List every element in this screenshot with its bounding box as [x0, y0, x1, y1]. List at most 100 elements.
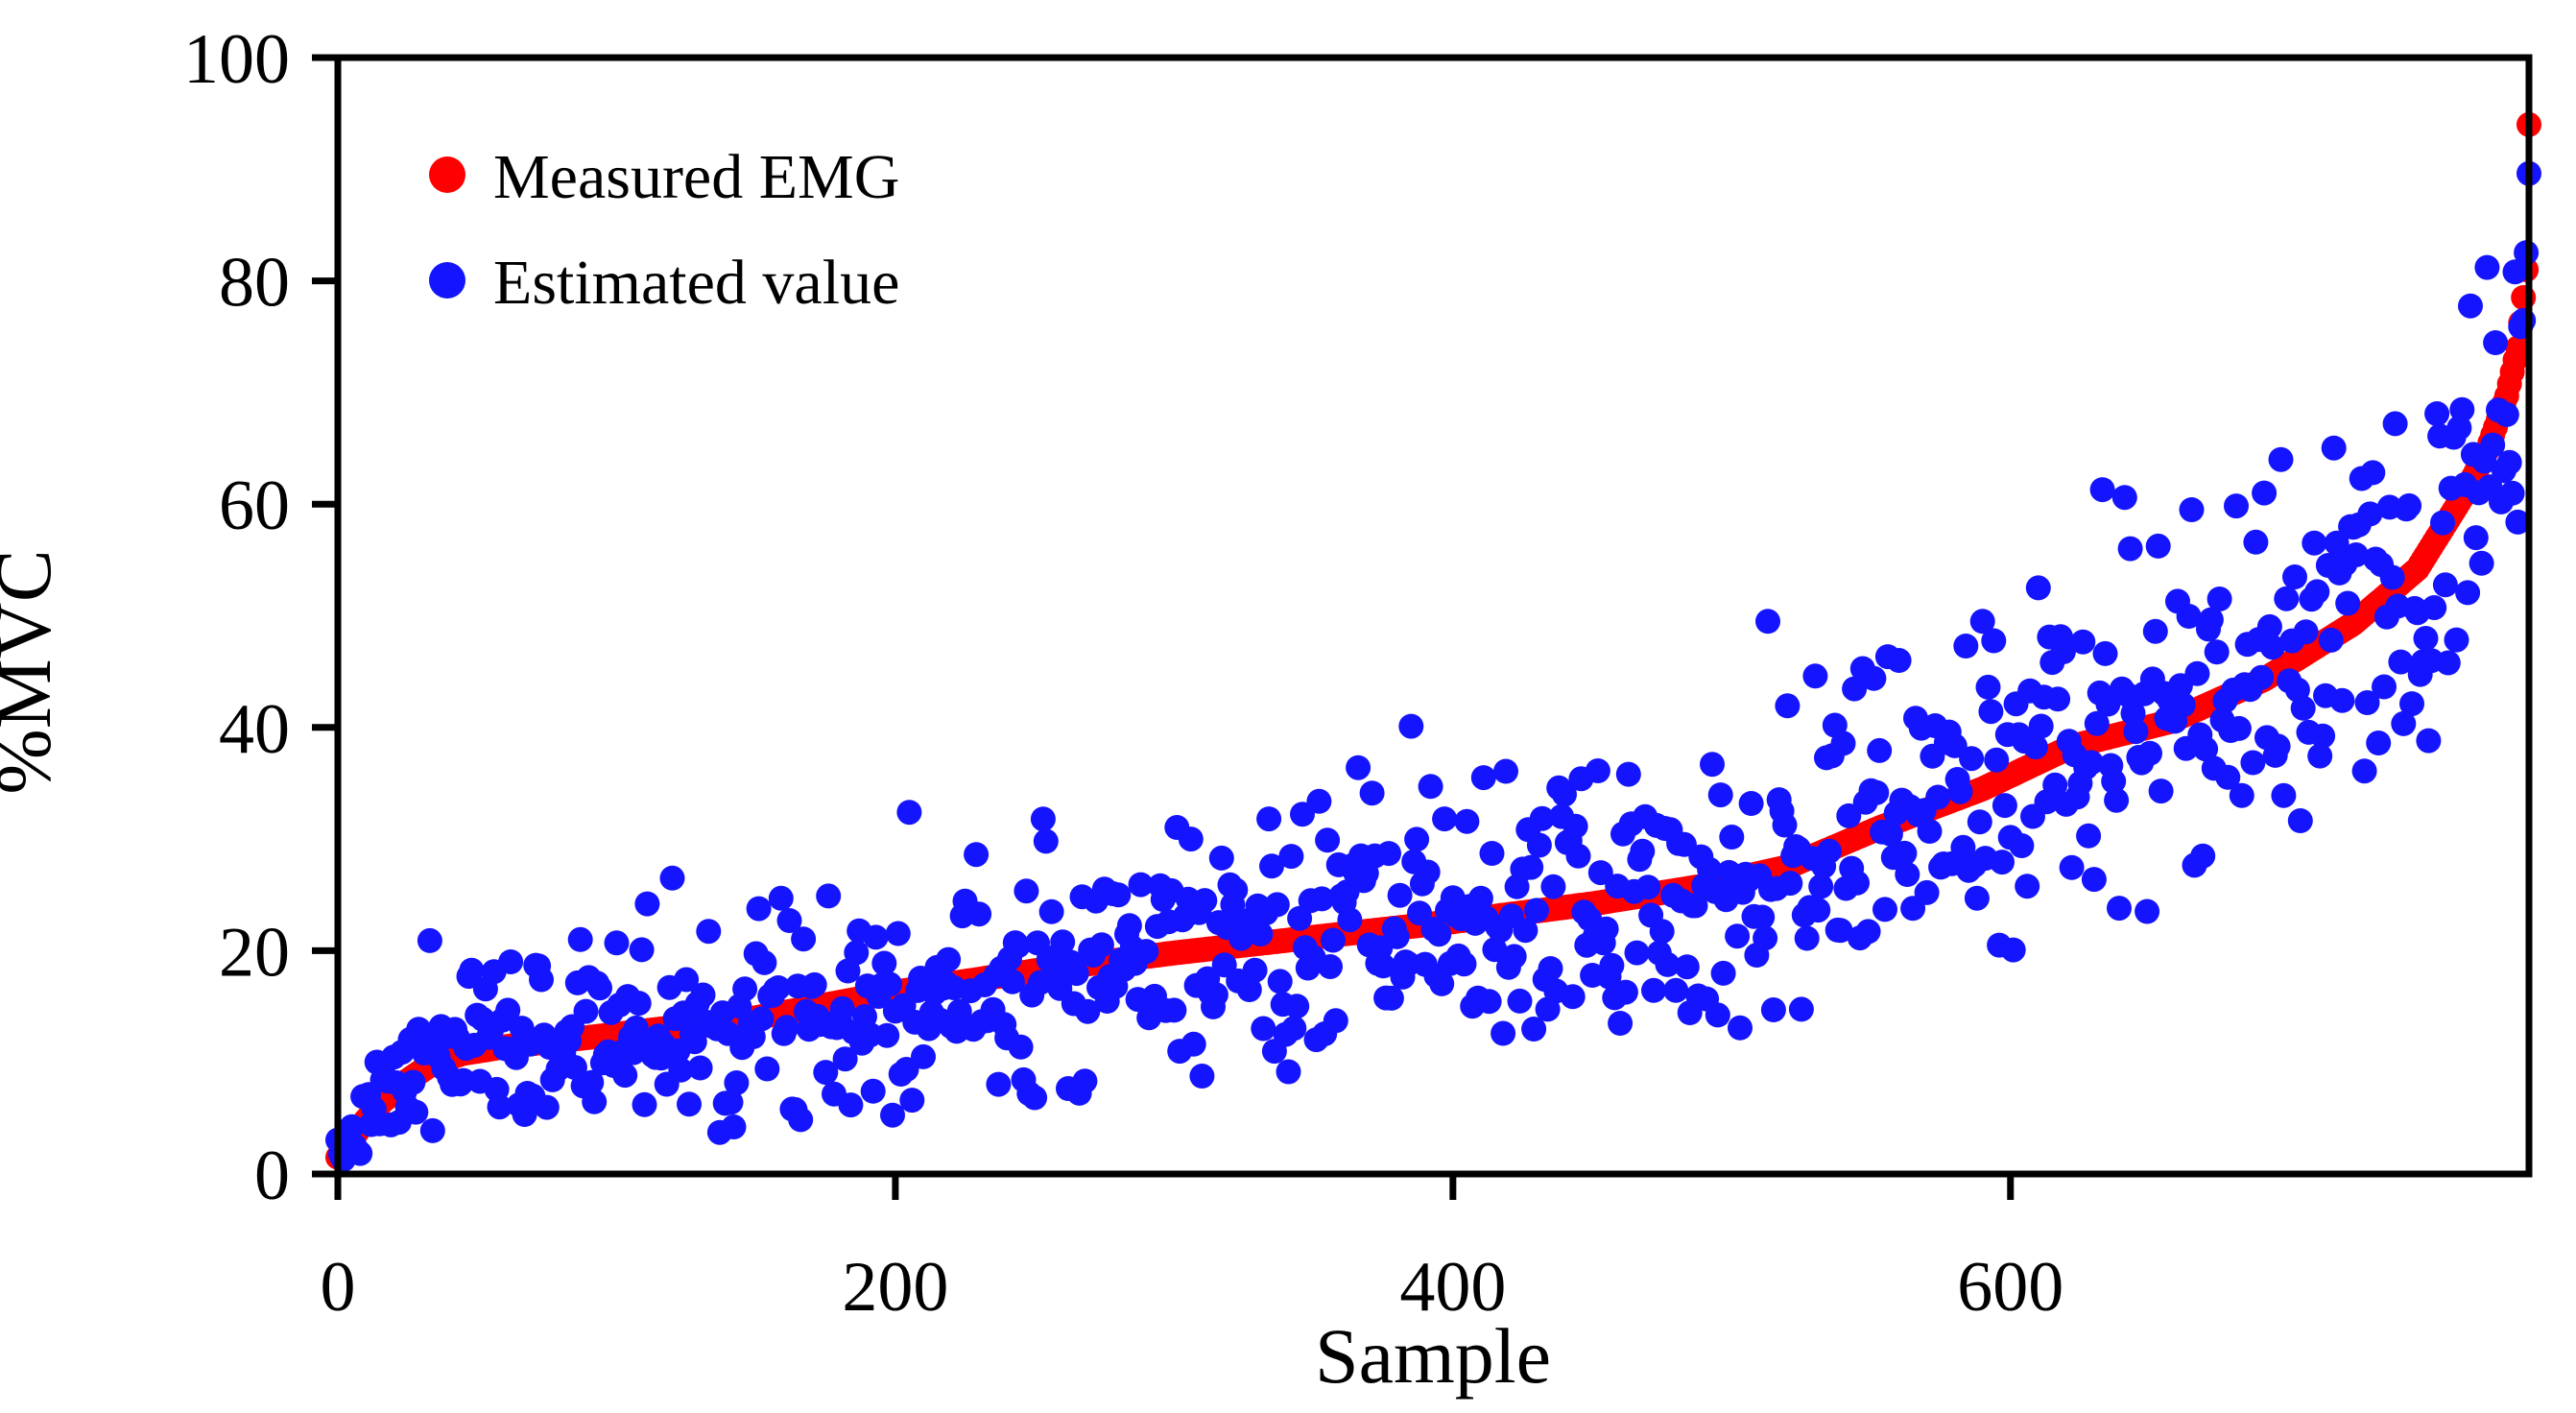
data-point	[765, 975, 791, 1000]
data-point	[911, 1043, 936, 1069]
data-point	[1777, 871, 1803, 897]
data-point	[1842, 676, 1868, 702]
y-axis-title: %MVC	[0, 549, 67, 794]
data-point	[1990, 850, 2015, 875]
data-point	[659, 865, 685, 891]
data-point	[1203, 982, 1228, 1008]
data-point	[2413, 626, 2439, 651]
data-point	[2505, 509, 2531, 535]
data-point	[2324, 530, 2349, 556]
data-point	[2226, 715, 2252, 741]
data-point	[1635, 874, 1661, 900]
data-point	[1953, 634, 1979, 659]
data-point	[732, 976, 758, 1002]
data-point	[2015, 874, 2040, 899]
data-point	[1404, 826, 1430, 852]
data-point	[2421, 595, 2447, 620]
data-point	[1371, 953, 1396, 979]
data-point	[1710, 960, 1736, 986]
data-point	[1521, 1017, 1547, 1042]
data-point	[1189, 1064, 1215, 1089]
data-point	[2446, 415, 2472, 441]
data-point	[2307, 743, 2333, 769]
data-point	[718, 1090, 744, 1115]
tick-label: 0	[321, 1248, 356, 1327]
tick-label: 20	[219, 913, 290, 992]
data-point	[2366, 730, 2392, 755]
data-point	[721, 1114, 747, 1139]
data-point	[347, 1140, 373, 1166]
data-point	[2092, 640, 2118, 666]
data-point	[1755, 609, 1780, 635]
data-point	[1467, 885, 1493, 911]
data-point	[2282, 564, 2307, 589]
data-point	[2469, 550, 2494, 576]
data-point	[1775, 693, 1801, 719]
data-point	[1608, 1011, 1634, 1036]
data-point	[877, 971, 903, 997]
data-point	[1682, 893, 1708, 919]
data-point	[2022, 734, 2048, 760]
data-point	[400, 1069, 426, 1095]
data-point	[880, 1102, 905, 1128]
data-point	[1387, 882, 1413, 908]
data-point	[1674, 954, 1700, 980]
data-point	[1917, 819, 1943, 844]
data-point	[1407, 900, 1432, 926]
data-point	[2391, 710, 2417, 736]
data-point	[1867, 737, 1893, 763]
data-point	[1981, 628, 2007, 654]
data-point	[801, 971, 827, 997]
data-point	[2343, 542, 2369, 567]
data-point	[1264, 892, 1290, 918]
data-point	[1116, 913, 1142, 939]
data-point	[1337, 907, 1363, 933]
data-point	[1830, 730, 1856, 756]
data-point	[2259, 635, 2285, 660]
data-point	[1418, 774, 1443, 800]
data-point	[582, 1089, 608, 1114]
data-point	[863, 924, 889, 950]
data-point	[1738, 791, 1764, 816]
data-point	[498, 949, 524, 974]
data-point	[751, 949, 777, 975]
data-point	[2463, 525, 2489, 551]
data-point	[2372, 674, 2397, 700]
data-point	[832, 1046, 858, 1072]
data-point	[626, 991, 652, 1017]
data-point	[1705, 1002, 1730, 1028]
data-point	[2148, 778, 2174, 804]
data-point	[612, 1063, 638, 1089]
data-point	[529, 967, 554, 993]
data-point	[1560, 984, 1586, 1010]
data-point	[1181, 1031, 1206, 1057]
data-point	[2193, 736, 2219, 762]
data-point	[749, 1006, 775, 1032]
data-point	[677, 1091, 702, 1117]
data-point	[2360, 460, 2386, 486]
data-point	[1128, 872, 1154, 898]
data-point	[681, 1029, 707, 1055]
data-point	[2496, 449, 2522, 475]
data-point	[1482, 937, 1508, 963]
data-point	[936, 946, 962, 972]
data-point	[2321, 435, 2347, 461]
data-point	[696, 919, 722, 945]
data-point	[1836, 802, 1862, 828]
data-point	[2206, 587, 2232, 611]
data-point	[2089, 477, 2115, 503]
data-point	[2274, 586, 2300, 611]
data-point	[2455, 580, 2481, 606]
data-point	[1805, 898, 1831, 923]
data-point	[2458, 293, 2483, 319]
data-point	[2382, 411, 2408, 437]
data-point	[534, 1094, 560, 1120]
data-point	[1615, 761, 1641, 787]
data-point	[1855, 919, 1881, 945]
data-point	[2081, 867, 2107, 893]
tick-label: 60	[219, 467, 290, 545]
data-point	[1663, 977, 1689, 1003]
data-point	[1707, 782, 1733, 808]
data-point	[2215, 764, 2241, 790]
